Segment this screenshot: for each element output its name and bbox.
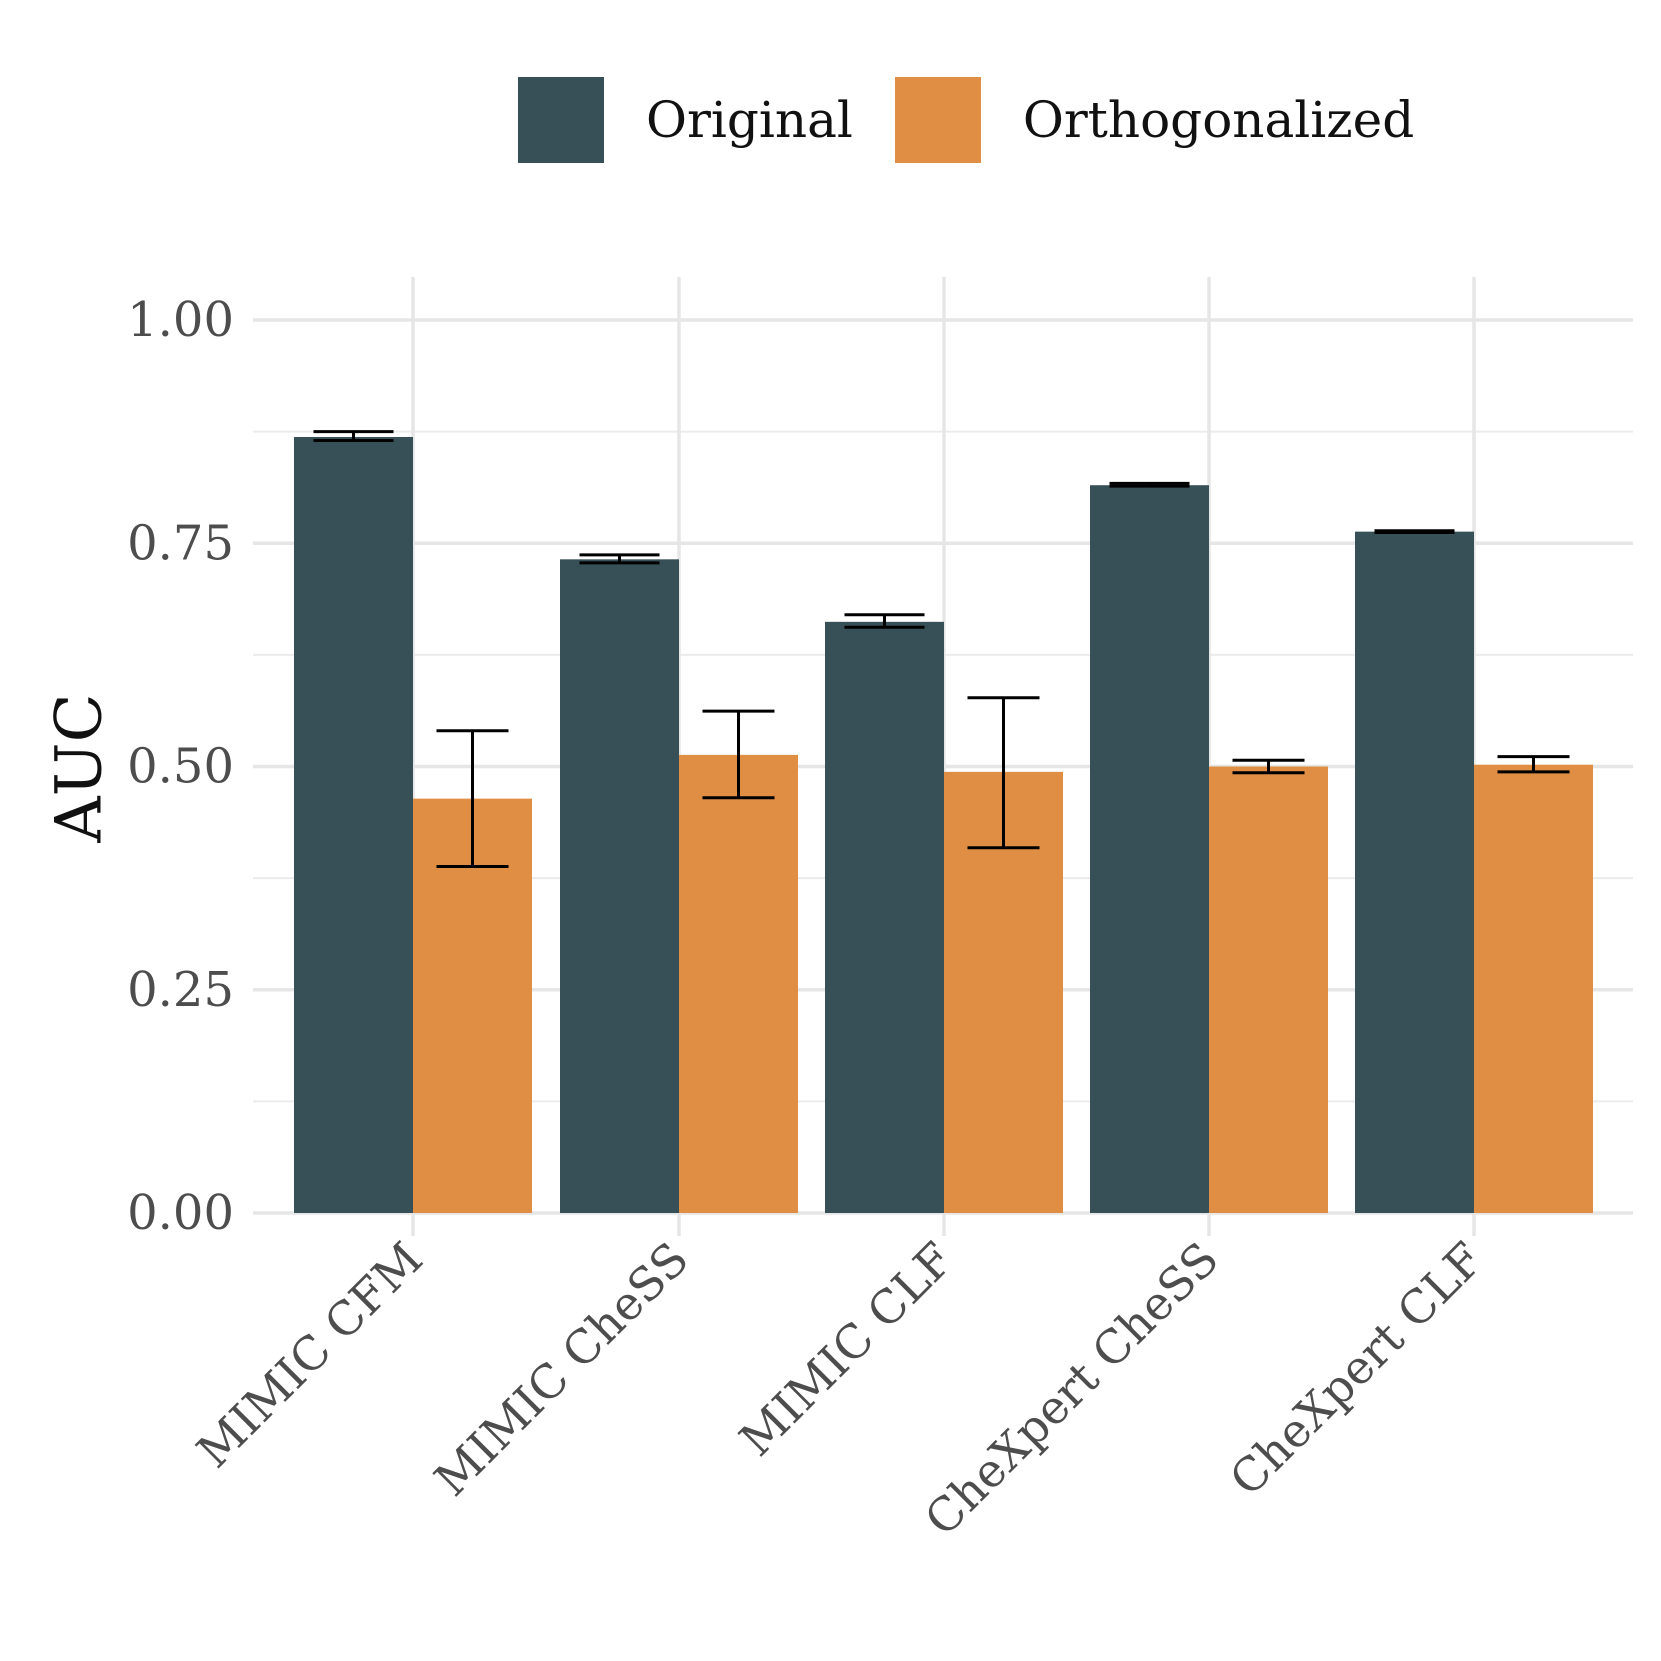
- error-bar-orthogonalized-3: [1232, 758, 1305, 775]
- legend-item-orthogonalized: Orthogonalized: [894, 77, 1415, 163]
- bar-original-2: [825, 621, 944, 1213]
- x-category-label: MIMIC CLF: [729, 1232, 964, 1467]
- error-bar-orthogonalized-4: [1497, 755, 1570, 774]
- bars: [294, 436, 1593, 1214]
- legend-item-original: Original: [518, 77, 853, 163]
- bar-orthogonalized-1: [679, 754, 798, 1213]
- error-bars: [313, 430, 1570, 869]
- legend: Original Orthogonalized: [518, 76, 1456, 164]
- bar-original-1: [560, 559, 679, 1213]
- y-tick-label: 0.00: [127, 1185, 234, 1241]
- legend-label-original: Original: [646, 91, 853, 149]
- error-bar-orthogonalized-2: [967, 696, 1040, 850]
- y-axis-ticks: 0.00 0.25 0.50 0.75 1.00: [127, 292, 234, 1241]
- bar-orthogonalized-4: [1474, 764, 1593, 1213]
- error-bar-original-4: [1374, 529, 1455, 535]
- x-category-label: MIMIC CFM: [186, 1232, 432, 1478]
- error-bar-orthogonalized-1: [702, 709, 775, 800]
- bar-original-3: [1090, 485, 1209, 1214]
- error-bar-original-0: [313, 430, 394, 443]
- error-bar-orthogonalized-0: [436, 729, 509, 869]
- bar-original-0: [294, 436, 413, 1213]
- x-category-label: CheXpert CLF: [1219, 1232, 1494, 1507]
- legend-swatch-orthogonalized: [894, 77, 981, 163]
- error-bar-original-3: [1109, 481, 1190, 488]
- legend-swatch-original: [518, 77, 604, 163]
- error-bar-original-2: [844, 613, 925, 629]
- y-tick-label: 0.75: [127, 515, 234, 571]
- error-bar-original-1: [579, 553, 660, 565]
- y-tick-label: 1.00: [127, 292, 234, 348]
- legend-label-orthogonalized: Orthogonalized: [1022, 91, 1415, 149]
- x-category-label: MIMIC CheSS: [424, 1232, 699, 1507]
- bar-original-4: [1355, 531, 1474, 1213]
- y-tick-label: 0.50: [127, 739, 234, 795]
- x-category-label: CheXpert CheSS: [914, 1232, 1229, 1547]
- y-axis-title: AUC: [43, 693, 117, 843]
- y-tick-label: 0.25: [127, 962, 234, 1018]
- bar-orthogonalized-3: [1209, 766, 1328, 1213]
